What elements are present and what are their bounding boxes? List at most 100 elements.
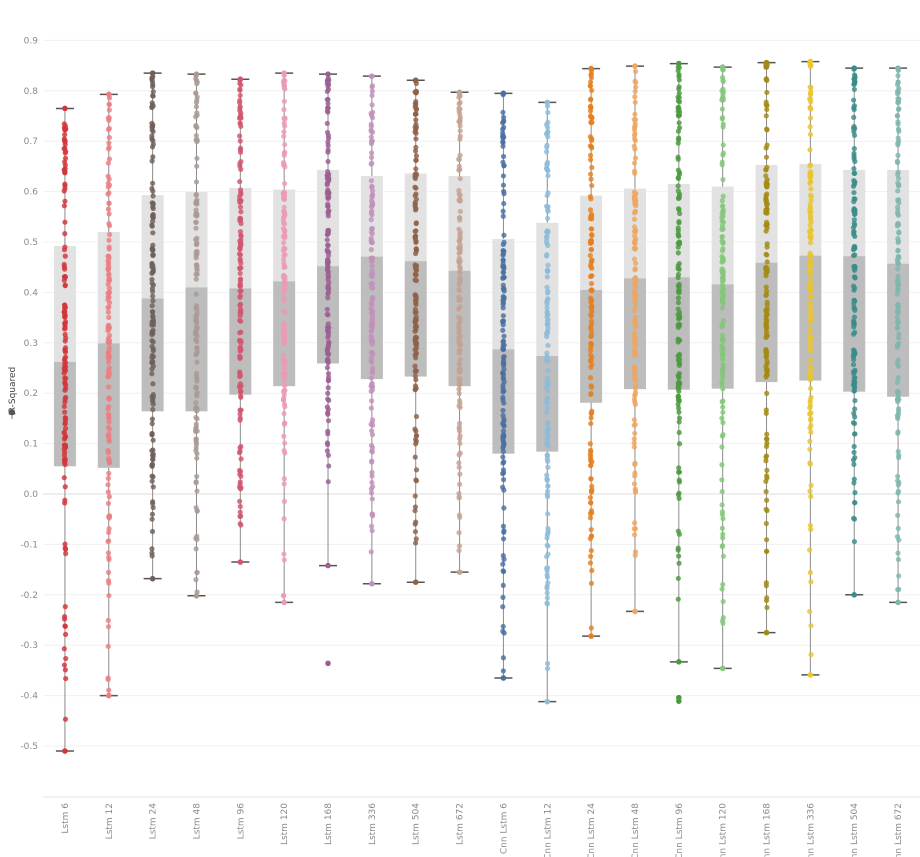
data-point — [763, 181, 769, 187]
data-point — [544, 274, 550, 280]
data-point — [808, 410, 814, 416]
data-point-max — [281, 70, 287, 76]
data-point — [807, 405, 813, 411]
data-point — [545, 367, 551, 374]
data-point — [589, 309, 595, 315]
data-point — [282, 115, 288, 121]
data-point — [719, 275, 726, 281]
data-point — [632, 341, 638, 347]
data-point — [632, 111, 638, 117]
data-point — [282, 310, 288, 316]
box-lower[interactable] — [667, 277, 690, 390]
data-point — [106, 134, 112, 141]
data-point — [808, 394, 814, 400]
data-point — [588, 420, 594, 427]
data-point — [632, 155, 639, 161]
data-point — [282, 86, 288, 92]
data-point — [61, 188, 67, 194]
data-point — [282, 387, 288, 394]
data-point — [413, 413, 420, 420]
data-point — [808, 429, 814, 435]
data-point — [194, 473, 200, 480]
data-point — [588, 383, 594, 389]
data-point — [61, 261, 67, 268]
data-point — [281, 326, 287, 333]
data-point — [719, 433, 725, 439]
data-point — [807, 547, 813, 553]
data-point — [412, 373, 418, 379]
data-point — [194, 248, 200, 254]
data-point — [632, 276, 638, 283]
data-point — [369, 129, 376, 135]
data-point — [237, 389, 244, 395]
data-point — [413, 117, 419, 123]
data-point — [588, 625, 594, 631]
data-point — [807, 240, 813, 246]
data-point — [193, 123, 199, 129]
data-point — [456, 280, 463, 287]
data-point — [150, 252, 156, 259]
data-point — [545, 342, 551, 349]
data-point — [237, 354, 243, 361]
data-point — [676, 375, 682, 381]
data-point — [281, 358, 287, 364]
data-point — [193, 441, 200, 447]
data-point — [501, 274, 507, 281]
data-point — [238, 123, 244, 129]
data-point — [675, 250, 681, 256]
data-point — [544, 428, 551, 434]
data-point — [895, 235, 901, 242]
data-point — [808, 526, 814, 533]
data-point — [106, 107, 112, 113]
data-point — [149, 75, 155, 81]
data-point — [896, 537, 902, 543]
data-point — [720, 121, 726, 127]
data-point — [501, 188, 507, 194]
data-point — [763, 154, 770, 160]
data-point — [676, 560, 682, 566]
data-point — [193, 276, 199, 282]
data-point — [105, 160, 111, 166]
data-point — [324, 448, 330, 454]
data-point — [149, 158, 155, 164]
data-point — [764, 241, 770, 247]
pin-icon[interactable] — [8, 409, 16, 419]
data-point — [631, 256, 638, 262]
data-point — [61, 475, 67, 481]
data-point — [500, 436, 506, 443]
data-point-max — [193, 71, 200, 77]
data-point — [326, 279, 332, 285]
data-point — [632, 293, 638, 300]
data-point — [808, 193, 814, 199]
data-point — [851, 348, 857, 354]
data-point — [763, 349, 770, 355]
data-point — [149, 104, 155, 110]
data-point — [720, 515, 726, 522]
data-point — [545, 528, 551, 534]
data-point — [763, 167, 769, 173]
data-point — [500, 346, 507, 352]
data-point-max — [544, 99, 551, 106]
data-point-min — [193, 593, 200, 599]
data-point — [457, 356, 463, 363]
data-point — [194, 508, 200, 514]
data-point — [456, 328, 463, 334]
box-upper[interactable] — [448, 175, 471, 271]
data-point — [851, 410, 857, 417]
data-point — [412, 228, 418, 234]
data-point — [413, 136, 419, 142]
data-point — [150, 138, 156, 144]
data-point — [808, 385, 814, 392]
data-point — [62, 166, 68, 172]
data-point — [369, 351, 376, 357]
data-point — [105, 180, 111, 186]
data-point — [676, 409, 682, 415]
data-point — [763, 198, 769, 204]
data-point — [500, 313, 506, 319]
data-point-min — [281, 599, 287, 606]
box-upper[interactable] — [404, 173, 427, 262]
data-point — [237, 521, 243, 527]
data-point — [413, 220, 419, 226]
data-point — [763, 353, 769, 359]
data-point — [368, 285, 375, 291]
